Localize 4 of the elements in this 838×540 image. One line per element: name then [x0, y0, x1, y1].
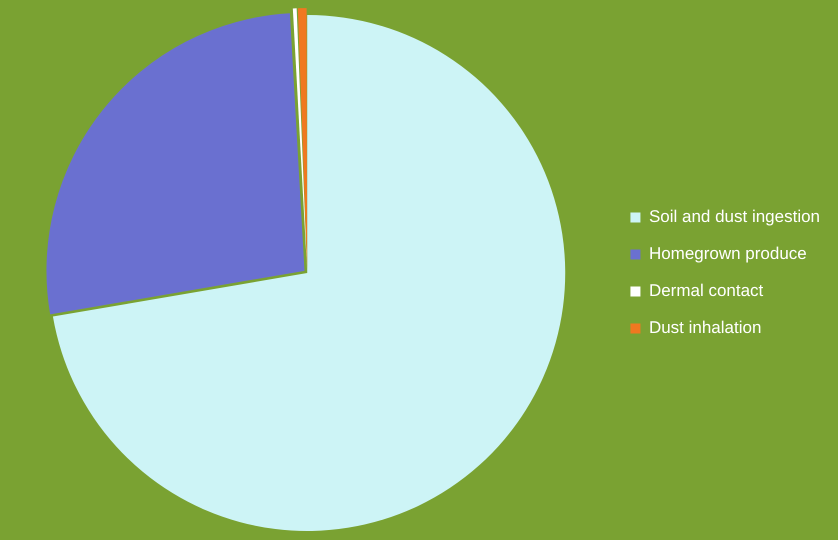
legend-label: Dermal contact [648, 281, 764, 300]
legend-label: Soil and dust ingestion [648, 207, 820, 226]
legend-label: Homegrown produce [648, 244, 807, 264]
legend-label: Dust inhalation [648, 318, 762, 338]
